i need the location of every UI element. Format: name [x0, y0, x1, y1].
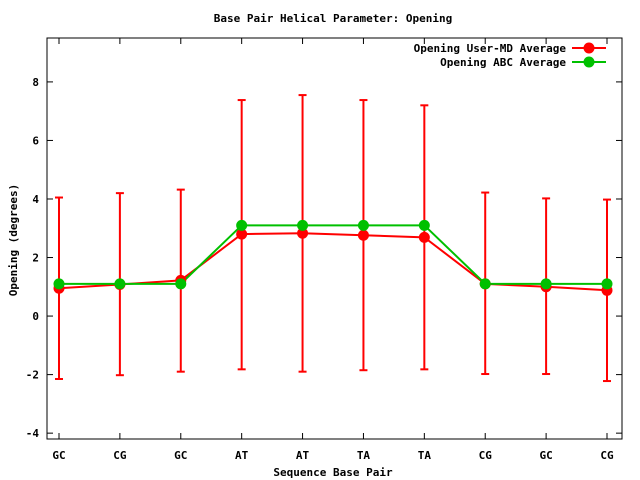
legend-marker	[583, 56, 595, 68]
plot-frame	[46, 37, 623, 440]
data-point-series-1	[357, 229, 369, 241]
x-tick-label: CG	[113, 449, 127, 462]
data-point-series-2	[540, 278, 552, 290]
chart-title: Base Pair Helical Parameter: Opening	[214, 12, 452, 25]
y-axis-label: Opening (degrees)	[7, 184, 20, 297]
x-tick-label: AT	[296, 449, 310, 462]
data-point-series-2	[114, 278, 126, 290]
data-point-series-2	[601, 278, 613, 290]
data-point-series-1	[236, 228, 248, 240]
y-axis: -4 -2 0 2 4 6 8	[26, 76, 622, 440]
x-axis: GC CG GC AT AT TA TA CG GC CG	[52, 38, 614, 462]
y-tick-label: -4	[26, 427, 40, 440]
x-axis-label: Sequence Base Pair	[273, 466, 393, 479]
y-tick-label: 4	[32, 193, 39, 206]
x-tick-label: GC	[539, 449, 552, 462]
data-point-series-1	[297, 227, 309, 239]
y-tick-label: 2	[32, 252, 39, 265]
x-tick-label: AT	[235, 449, 249, 462]
y-tick-label: 0	[32, 310, 39, 323]
y-tick-label: 6	[32, 134, 39, 147]
x-tick-label: TA	[418, 449, 432, 462]
x-tick-label: GC	[52, 449, 65, 462]
legend-label: Opening User-MD Average	[414, 42, 567, 55]
x-tick-label: CG	[479, 449, 493, 462]
series-line-2	[59, 224, 607, 285]
legend-label: Opening ABC Average	[440, 56, 566, 69]
error-bars	[55, 94, 611, 383]
data-point-series-2	[297, 219, 309, 231]
legend-marker	[583, 42, 595, 54]
x-tick-label: TA	[357, 449, 371, 462]
data-point-series-1	[418, 231, 430, 243]
series-line-1	[58, 232, 608, 292]
x-tick-label: GC	[174, 449, 187, 462]
data-point-series-2	[418, 219, 430, 231]
data-point-series-2	[236, 219, 248, 231]
series-layer	[53, 219, 613, 296]
data-point-series-2	[479, 278, 491, 290]
y-tick-label: 8	[32, 76, 39, 89]
data-point-series-2	[53, 278, 65, 290]
data-point-series-2	[357, 219, 369, 231]
x-tick-label: CG	[600, 449, 614, 462]
y-tick-label: -2	[26, 369, 39, 382]
data-point-series-2	[175, 278, 187, 290]
